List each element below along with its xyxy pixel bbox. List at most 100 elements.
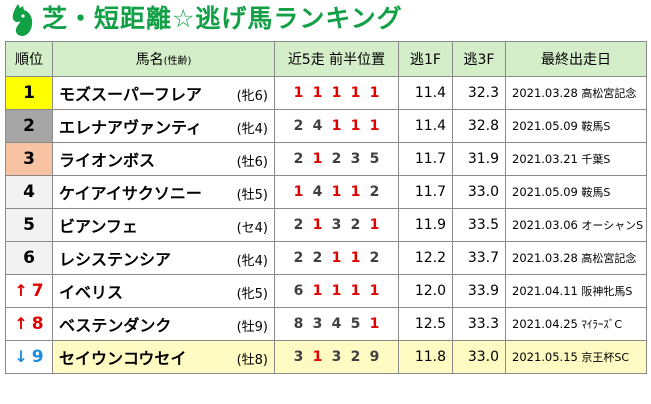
table-row: 3 ライオンボス (牡6) 2 1 2 3 5 11.7 31.9 2021.03.21 千葉S bbox=[5, 142, 647, 176]
position-value: 1 bbox=[331, 184, 342, 200]
three-furlong-cell: 32.3 bbox=[452, 76, 506, 110]
position-value: 2 bbox=[369, 184, 380, 200]
table-body: 1 モズスーパーフレア (牝6) 1 1 1 1 1 11.4 32.3 2021.03.28 高松… bbox=[5, 76, 647, 374]
rank-cell: ↓ 9 bbox=[5, 340, 53, 374]
header-name: 馬名(性齢) bbox=[52, 41, 275, 77]
header-three-furlong: 逃3F bbox=[452, 41, 506, 77]
position-value: 2 bbox=[293, 118, 304, 134]
horse-name-cell: イベリス (牝5) bbox=[52, 274, 275, 308]
header-rank: 順位 bbox=[5, 41, 53, 77]
last-race-cell: 2021.05.09 鞍馬S bbox=[505, 175, 647, 209]
last-race-name: 京王杯SC bbox=[581, 351, 630, 364]
table-header-row: 順位 馬名(性齢) 近5走 前半位置 逃1F 逃3F 最終出走日 bbox=[5, 41, 647, 77]
position-value: 5 bbox=[350, 316, 361, 332]
last-race-date: 2021.05.09 bbox=[512, 119, 578, 133]
sex-age: (牡9) bbox=[236, 320, 268, 335]
sex-age: (牝4) bbox=[236, 122, 268, 137]
rank-up-arrow-icon: ↑ bbox=[14, 281, 28, 300]
position-value: 1 bbox=[369, 217, 380, 233]
last-race-cell: 2021.05.15 京王杯SC bbox=[505, 340, 647, 374]
position-value: 1 bbox=[331, 283, 342, 299]
three-furlong-cell: 31.9 bbox=[452, 142, 506, 176]
position-value: 2 bbox=[312, 250, 323, 266]
rank-number: 7 bbox=[31, 281, 44, 301]
position-value: 1 bbox=[312, 349, 323, 365]
rank-number: 4 bbox=[23, 182, 35, 202]
last-race-cell: 2021.05.09 鞍馬S bbox=[505, 109, 647, 143]
position-value: 3 bbox=[331, 349, 342, 365]
rank-number: 3 bbox=[23, 149, 35, 169]
last-race-date: 2021.04.11 bbox=[512, 284, 578, 298]
last-race-date: 2021.03.21 bbox=[512, 152, 578, 166]
last-race-name: 鞍馬S bbox=[581, 120, 611, 133]
rank-up-arrow-icon: ↑ bbox=[14, 314, 28, 333]
header-last-race: 最終出走日 bbox=[505, 41, 647, 77]
header-name-label: 馬名 bbox=[135, 52, 164, 68]
last-race-date: 2021.03.28 bbox=[512, 86, 578, 100]
position-value: 1 bbox=[369, 118, 380, 134]
rank-number: 9 bbox=[31, 347, 44, 367]
position-value: 4 bbox=[331, 316, 342, 332]
ranking-table: 順位 馬名(性齢) 近5走 前半位置 逃1F 逃3F 最終出走日 1 モズスーパー… bbox=[5, 41, 647, 374]
position-value: 1 bbox=[293, 184, 304, 200]
horse-name-cell: ビアンフェ (セ4) bbox=[52, 208, 275, 242]
first-furlong-cell: 11.4 bbox=[398, 76, 453, 110]
position-value: 1 bbox=[369, 283, 380, 299]
position-value: 3 bbox=[312, 316, 323, 332]
first-furlong-cell: 12.0 bbox=[398, 274, 453, 308]
first-furlong-cell: 12.5 bbox=[398, 307, 453, 341]
rank-number: 1 bbox=[23, 83, 35, 103]
position-value: 3 bbox=[293, 349, 304, 365]
page-title: 芝・短距離☆逃げ馬ランキング bbox=[42, 4, 403, 33]
position-value: 1 bbox=[369, 85, 380, 101]
table-row: 4 ケイアイサクソニー (牡5) 1 4 1 1 2 11.7 33.0 2021.05.09 鞍馬… bbox=[5, 175, 647, 209]
last-race-date: 2021.03.06 bbox=[512, 218, 578, 232]
position-value: 1 bbox=[350, 250, 361, 266]
last-race-name: 阪神牝馬S bbox=[581, 285, 633, 298]
horse-head-icon bbox=[12, 4, 33, 36]
sex-age: (牡5) bbox=[236, 188, 268, 203]
three-furlong-cell: 33.0 bbox=[452, 340, 506, 374]
first-furlong-cell: 11.9 bbox=[398, 208, 453, 242]
position-value: 1 bbox=[350, 118, 361, 134]
position-value: 1 bbox=[312, 151, 323, 167]
horse-name-cell: セイウンコウセイ (牡8) bbox=[52, 340, 275, 374]
position-value: 1 bbox=[350, 85, 361, 101]
header-name-sub: (性齢) bbox=[163, 56, 192, 67]
sex-age: (牝6) bbox=[236, 89, 268, 104]
position-value: 2 bbox=[350, 217, 361, 233]
rank-cell: 6 bbox=[5, 241, 53, 275]
horse-name: モズスーパーフレア bbox=[59, 85, 202, 104]
horse-name-cell: ライオンボス (牡6) bbox=[52, 142, 275, 176]
horse-name-cell: ベステンダンク (牡9) bbox=[52, 307, 275, 341]
position-value: 4 bbox=[312, 184, 323, 200]
position-value: 9 bbox=[369, 349, 380, 365]
last-race-date: 2021.05.15 bbox=[512, 350, 578, 364]
last-race-date: 2021.03.28 bbox=[512, 251, 578, 265]
three-furlong-cell: 33.3 bbox=[452, 307, 506, 341]
position-value: 8 bbox=[293, 316, 304, 332]
sex-age: (セ4) bbox=[236, 221, 268, 236]
rank-down-arrow-icon: ↓ bbox=[14, 347, 28, 366]
table-row: ↑ 8 ベステンダンク (牡9) 8 3 4 5 1 12.5 33.3 2021.04.25 ﾏｲﾗ… bbox=[5, 307, 647, 341]
rank-cell: 2 bbox=[5, 109, 53, 143]
last-race-cell: 2021.04.25 ﾏｲﾗｰｽﾞC bbox=[505, 307, 647, 341]
position-value: 3 bbox=[331, 217, 342, 233]
position-value: 5 bbox=[369, 151, 380, 167]
position-value: 1 bbox=[350, 184, 361, 200]
position-value: 1 bbox=[312, 283, 323, 299]
position-value: 2 bbox=[331, 151, 342, 167]
rank-number: 5 bbox=[23, 215, 35, 235]
position-value: 2 bbox=[350, 349, 361, 365]
first-furlong-cell: 11.4 bbox=[398, 109, 453, 143]
rank-number: 6 bbox=[23, 248, 35, 268]
table-row: 1 モズスーパーフレア (牝6) 1 1 1 1 1 11.4 32.3 2021.03.28 高松… bbox=[5, 76, 647, 110]
